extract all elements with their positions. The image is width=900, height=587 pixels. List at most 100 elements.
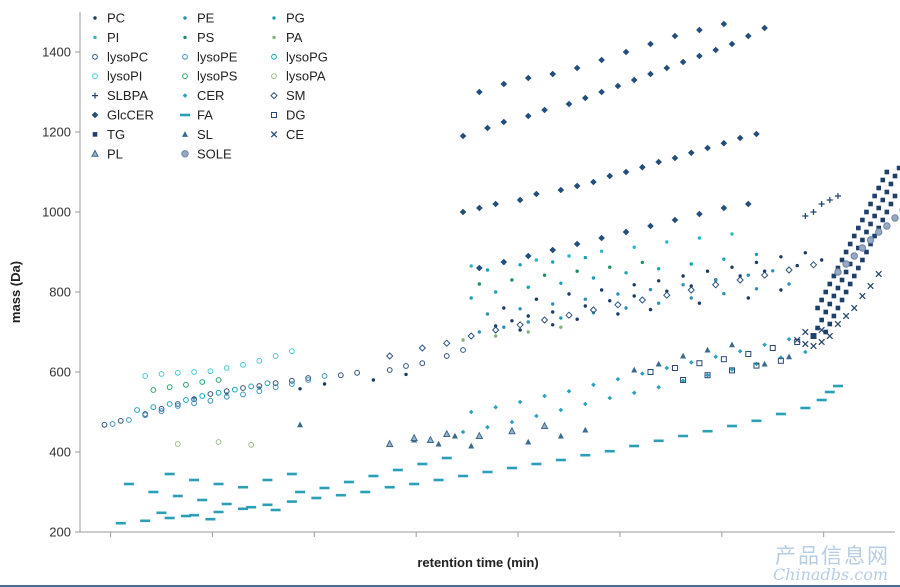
data-point	[385, 439, 394, 447]
y-tick-label: 1000	[42, 205, 71, 220]
data-point	[883, 222, 891, 230]
data-point	[524, 252, 532, 260]
data-point	[737, 348, 743, 354]
data-point	[354, 369, 361, 376]
data-point	[753, 362, 760, 369]
data-point	[125, 417, 132, 423]
data-point	[680, 378, 686, 384]
data-point	[516, 196, 524, 204]
data-point	[864, 229, 869, 235]
data-point	[745, 200, 752, 208]
data-point	[802, 340, 809, 348]
data-point	[738, 274, 742, 278]
data-point	[778, 355, 784, 360]
data-point	[891, 214, 899, 222]
data-point	[880, 197, 886, 203]
data-point	[392, 468, 403, 472]
data-point	[500, 258, 508, 266]
data-point	[117, 417, 124, 424]
data-point	[616, 312, 620, 316]
data-point	[591, 382, 596, 388]
data-point	[567, 292, 571, 296]
data-point	[551, 260, 555, 264]
legend-item: PC	[93, 11, 125, 26]
legend-item: PA	[272, 30, 303, 45]
data-point	[140, 519, 151, 523]
data-point	[655, 360, 662, 367]
data-point	[289, 377, 295, 384]
data-point	[500, 80, 508, 88]
data-point	[608, 299, 612, 303]
data-point	[101, 421, 108, 428]
data-point	[648, 287, 653, 292]
data-point	[148, 490, 159, 494]
data-point	[559, 325, 563, 329]
data-point	[810, 333, 817, 339]
data-point	[704, 144, 711, 152]
legend-label: FA	[197, 108, 213, 123]
legend-item: CE	[270, 127, 304, 142]
data-point	[843, 289, 849, 295]
data-point	[197, 498, 208, 502]
data-point	[704, 372, 711, 379]
data-point	[687, 149, 695, 157]
data-point	[779, 255, 783, 259]
data-point	[872, 213, 877, 219]
legend: PC PE PG PI PS PA lysoPC lysoPE lysoPG lysoPI lyso…	[91, 11, 328, 161]
data-point	[655, 158, 662, 166]
data-point	[834, 193, 841, 199]
data-point	[305, 377, 312, 383]
data-point	[477, 330, 482, 334]
data-point	[183, 397, 189, 403]
legend-label: lysoPA	[286, 69, 326, 84]
legend-marker	[271, 53, 277, 60]
data-point	[847, 241, 853, 247]
data-point	[730, 265, 734, 269]
data-point	[191, 396, 198, 403]
data-point	[409, 482, 420, 486]
data-point	[207, 397, 214, 404]
data-point	[614, 82, 622, 90]
data-point	[289, 381, 295, 387]
data-point	[460, 347, 466, 353]
legend-label: PC	[107, 11, 125, 26]
data-point	[526, 285, 530, 289]
data-point	[443, 353, 450, 359]
data-point	[811, 333, 816, 339]
legend-label: lysoPE	[197, 49, 238, 64]
legend-item: SLBPA	[92, 88, 148, 103]
data-point	[207, 368, 214, 375]
data-point	[109, 421, 116, 427]
legend-item: GlcCER	[91, 108, 154, 123]
legend-marker	[272, 16, 276, 20]
data-point	[803, 349, 808, 355]
data-point	[679, 58, 687, 66]
data-point	[385, 352, 394, 360]
series-lysopa	[174, 439, 255, 448]
legend-item: lysoPC	[92, 49, 148, 64]
legend-label: PE	[197, 11, 215, 26]
data-points	[101, 20, 900, 525]
data-point	[671, 154, 679, 162]
data-point	[476, 264, 483, 272]
data-point	[638, 296, 647, 304]
y-tick-label: 200	[49, 525, 71, 540]
data-point	[823, 289, 829, 295]
data-point	[826, 332, 834, 340]
legend-label: PS	[197, 30, 215, 45]
data-point	[368, 474, 379, 478]
data-point	[458, 474, 469, 478]
data-point	[403, 363, 409, 369]
legend-item: lysoPS	[182, 69, 238, 84]
data-point	[311, 496, 322, 500]
legend-label: lysoPC	[107, 49, 148, 64]
data-point	[818, 201, 825, 207]
data-point	[647, 70, 654, 78]
data-point	[248, 441, 255, 448]
legend-marker	[270, 91, 278, 100]
data-point	[575, 317, 579, 321]
data-point	[264, 380, 271, 387]
data-point	[491, 326, 500, 334]
data-point	[475, 431, 484, 439]
